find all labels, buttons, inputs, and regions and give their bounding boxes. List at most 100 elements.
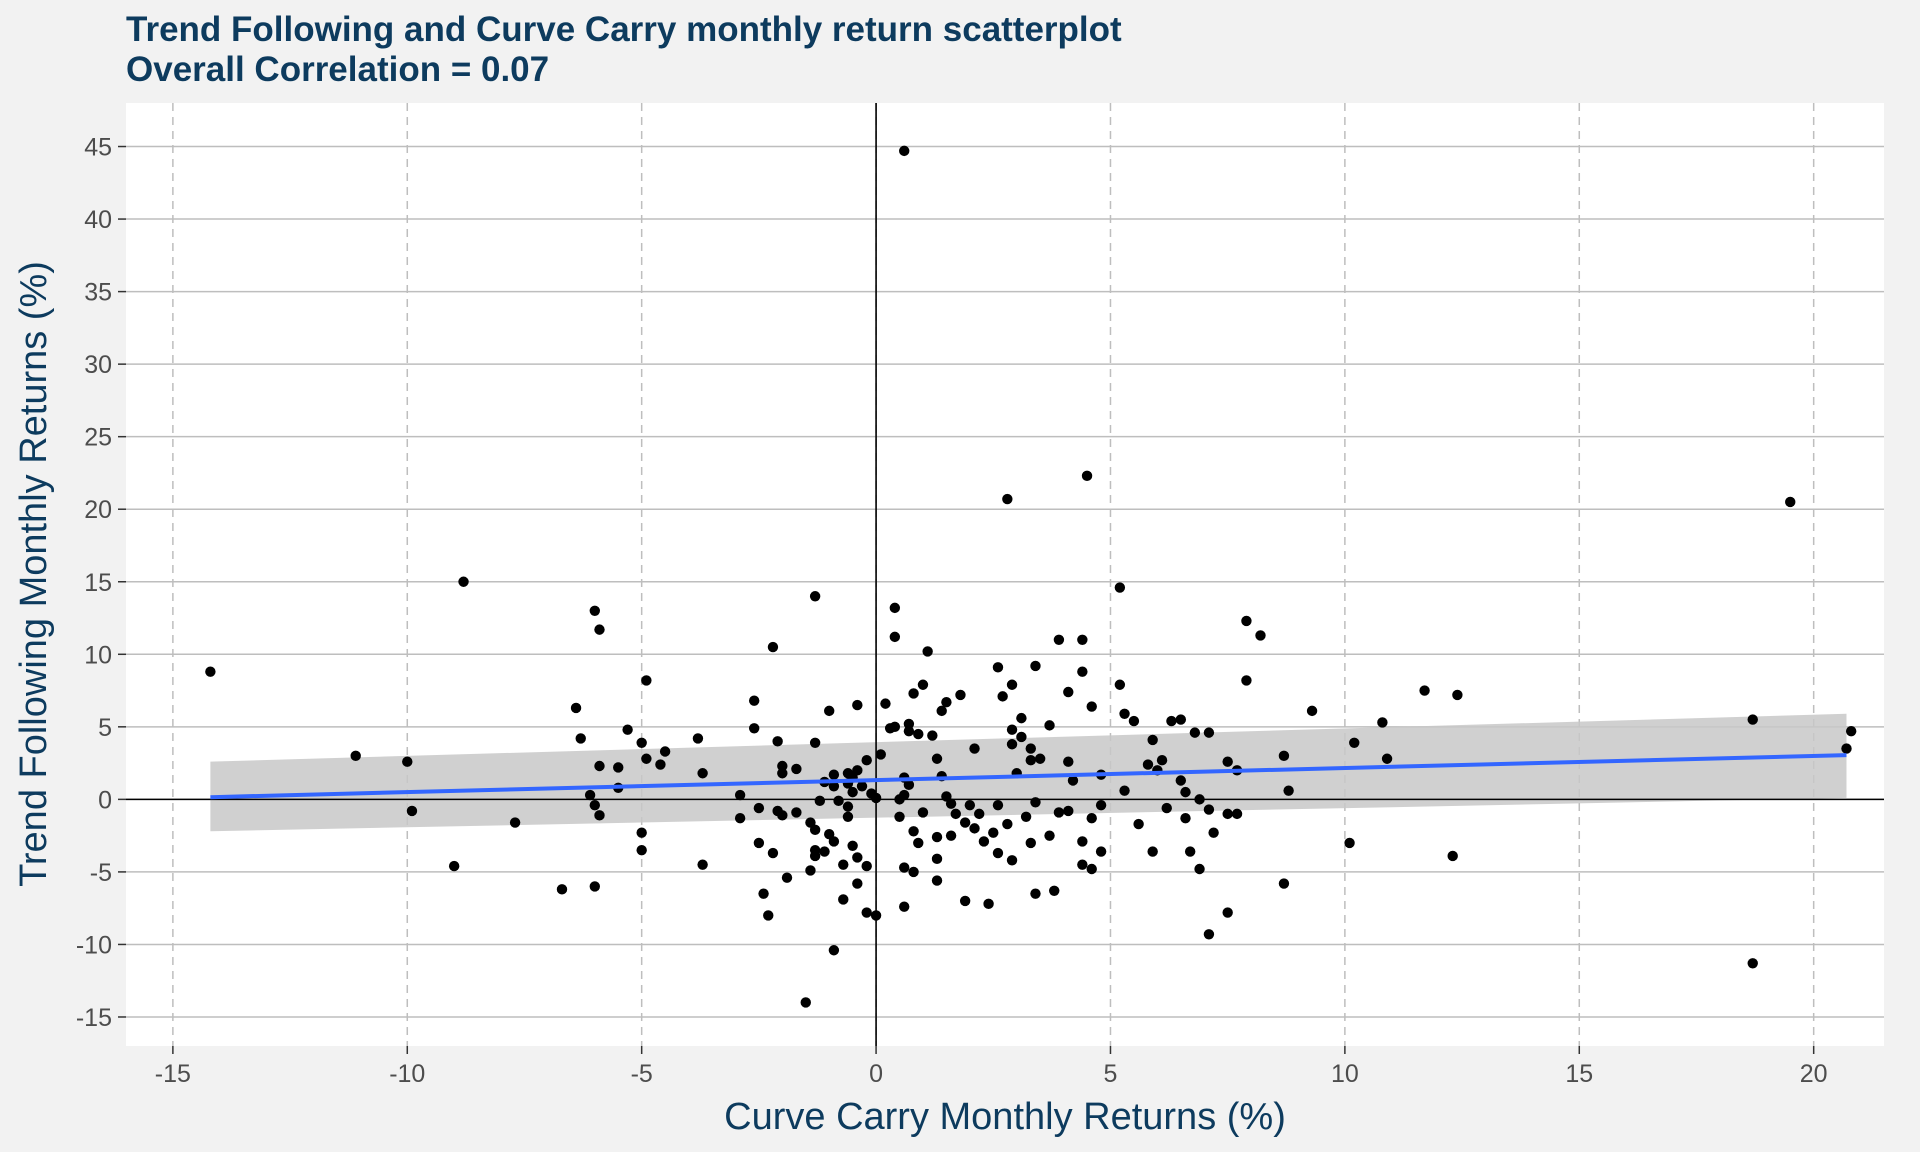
data-point xyxy=(1006,679,1018,690)
x-tick-label: 0 xyxy=(869,1060,883,1088)
y-tick-label: 30 xyxy=(84,351,112,379)
data-point xyxy=(1067,775,1079,786)
data-point xyxy=(1002,493,1013,505)
data-point xyxy=(1203,727,1215,738)
data-point xyxy=(767,847,779,859)
data-point xyxy=(589,799,600,811)
x-tick-label: 15 xyxy=(1565,1060,1593,1088)
data-point xyxy=(1283,785,1294,796)
data-point xyxy=(1053,807,1065,818)
data-point xyxy=(1222,907,1233,918)
data-point xyxy=(1119,708,1130,719)
data-point xyxy=(1077,859,1088,870)
data-point xyxy=(777,810,788,821)
data-point xyxy=(992,662,1004,673)
data-point xyxy=(997,691,1008,702)
axis-ticks: -15 -10 -5 0 5 10 15 20 -15 -10 -5 0 5 10 15 20 25 30 35 40… xyxy=(76,134,1828,1088)
data-point xyxy=(697,859,708,870)
data-point xyxy=(458,576,469,587)
data-point xyxy=(852,852,863,863)
data-point xyxy=(622,724,633,735)
chart-subtitle: Overall Correlation = 0.07 xyxy=(126,50,550,89)
data-point xyxy=(1095,846,1107,857)
y-tick-label: 10 xyxy=(84,641,112,669)
data-point xyxy=(1161,802,1172,814)
data-point xyxy=(734,813,746,824)
data-point xyxy=(800,997,811,1008)
x-tick-label: 20 xyxy=(1800,1060,1828,1088)
data-point xyxy=(406,805,418,817)
data-point xyxy=(1175,714,1187,725)
data-point xyxy=(1180,786,1191,798)
data-point xyxy=(899,862,910,873)
data-point xyxy=(931,853,943,865)
data-point xyxy=(903,718,915,730)
data-point xyxy=(772,736,783,747)
data-point xyxy=(889,721,901,733)
data-point xyxy=(1841,743,1852,754)
y-tick-label: 0 xyxy=(98,786,112,814)
data-point xyxy=(875,749,886,760)
data-point xyxy=(777,768,788,779)
data-point xyxy=(889,602,901,614)
data-point xyxy=(1030,888,1041,899)
data-point xyxy=(861,754,872,766)
data-point xyxy=(959,895,971,907)
data-point xyxy=(1255,630,1266,641)
data-point xyxy=(1114,679,1126,690)
data-point xyxy=(1006,855,1018,866)
data-point xyxy=(936,705,947,717)
data-point xyxy=(922,646,933,657)
data-point xyxy=(1030,797,1041,808)
y-tick-label: -5 xyxy=(90,859,112,887)
data-point xyxy=(1034,753,1046,764)
data-point xyxy=(1344,837,1355,849)
data-point xyxy=(828,769,840,780)
trend-line-layer xyxy=(210,753,1847,800)
data-point xyxy=(1020,811,1032,822)
data-point xyxy=(1381,753,1393,764)
data-point xyxy=(1203,929,1215,940)
data-point xyxy=(945,830,957,841)
data-point xyxy=(908,688,919,699)
data-point xyxy=(969,823,980,834)
trend-line xyxy=(210,753,1847,800)
data-point xyxy=(1016,731,1027,743)
data-point xyxy=(589,605,600,616)
data-point xyxy=(983,898,994,910)
y-tick-label: -10 xyxy=(76,931,112,959)
data-point xyxy=(899,145,910,157)
data-point xyxy=(636,827,647,838)
data-point xyxy=(988,827,999,838)
data-point xyxy=(833,795,844,807)
x-tick-label: 5 xyxy=(1104,1060,1118,1088)
y-tick-label: 25 xyxy=(84,424,112,452)
data-point xyxy=(828,836,840,847)
zero-lines xyxy=(126,103,1884,1046)
data-point xyxy=(556,884,568,895)
data-point xyxy=(1194,863,1205,875)
y-tick-label: 45 xyxy=(84,134,112,162)
data-point xyxy=(594,760,605,772)
data-point xyxy=(1049,885,1060,896)
data-point xyxy=(838,859,849,870)
data-point xyxy=(1231,808,1243,820)
confidence-band xyxy=(210,713,1847,832)
x-tick-label: -10 xyxy=(389,1060,425,1088)
data-point xyxy=(1208,827,1219,838)
data-point xyxy=(1025,743,1036,754)
data-point xyxy=(1747,958,1758,969)
data-point xyxy=(828,945,840,956)
data-point xyxy=(1053,634,1065,645)
data-point xyxy=(950,808,961,820)
data-point xyxy=(1241,675,1252,686)
data-point xyxy=(880,698,891,709)
data-point xyxy=(903,779,915,791)
y-tick-label: -15 xyxy=(76,1004,112,1032)
data-point xyxy=(1845,725,1857,737)
data-point xyxy=(931,831,943,843)
data-point xyxy=(758,888,769,899)
data-point xyxy=(842,801,854,812)
data-point xyxy=(969,743,980,754)
